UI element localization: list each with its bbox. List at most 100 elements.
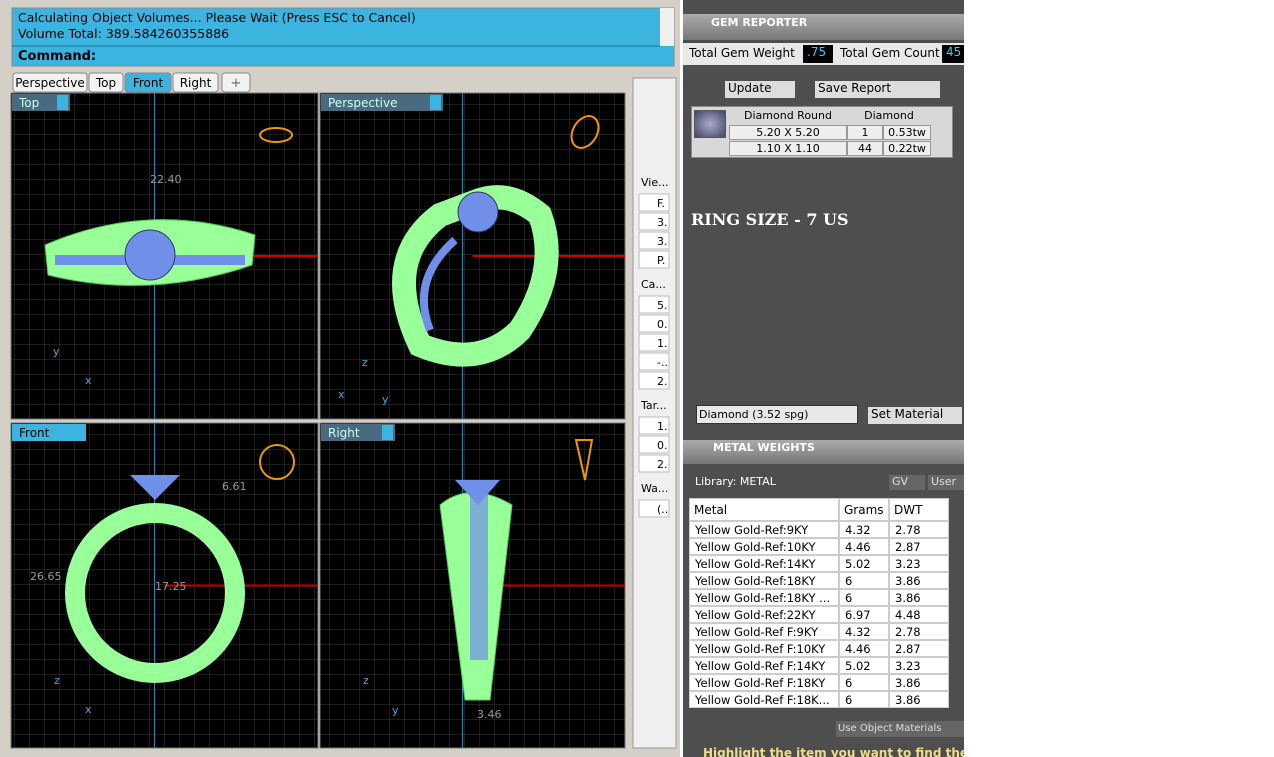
td[interactable]: 2.78 bbox=[889, 623, 949, 640]
td[interactable]: 4.46 bbox=[839, 640, 889, 657]
side-panel-value: 2. bbox=[657, 375, 668, 388]
button[interactable]: Update bbox=[725, 81, 795, 98]
td[interactable]: Yellow Gold-Ref F:18K... bbox=[689, 691, 839, 708]
view-tab[interactable] bbox=[88, 72, 124, 93]
annotation: 6.61 bbox=[222, 480, 247, 493]
view-tab-label: Right bbox=[180, 76, 212, 90]
side-panel-value: F. bbox=[657, 197, 665, 210]
td[interactable]: Yellow Gold-Ref:22KY bbox=[689, 606, 839, 623]
td[interactable]: 2.78 bbox=[889, 521, 949, 538]
td: 0.53tw bbox=[883, 125, 931, 140]
library: Library: METAL bbox=[695, 475, 776, 488]
button[interactable]: GV bbox=[889, 475, 925, 490]
side-panel-value: 3. bbox=[657, 235, 668, 248]
view-tab[interactable] bbox=[124, 72, 172, 93]
viewport-menu bbox=[382, 425, 393, 440]
td: 1 bbox=[847, 125, 883, 140]
side-panel-field bbox=[638, 499, 670, 518]
side-panel-value: P. bbox=[657, 254, 665, 267]
td[interactable]: 2.87 bbox=[889, 640, 949, 657]
td[interactable]: Yellow Gold-Ref F:18KY bbox=[689, 674, 839, 691]
cad-app: Calculating Object Volumes... Please Wai… bbox=[0, 0, 680, 757]
annotation: z bbox=[362, 356, 368, 369]
td[interactable]: 5.02 bbox=[839, 555, 889, 572]
viewport-label-bg bbox=[321, 424, 395, 441]
th: Grams bbox=[839, 498, 889, 521]
td[interactable]: 3.86 bbox=[889, 572, 949, 589]
side-panel-title: Ca... bbox=[641, 278, 666, 291]
thumb bbox=[570, 115, 600, 149]
annotation: y bbox=[382, 393, 389, 406]
viewport-label-bg bbox=[12, 424, 86, 441]
side-panel-value: 1. bbox=[657, 337, 668, 350]
td[interactable]: 6 bbox=[839, 589, 889, 606]
td[interactable]: 3.86 bbox=[889, 691, 949, 708]
th: Diamond bbox=[864, 109, 914, 122]
button[interactable]: User bbox=[928, 475, 964, 490]
annotation: x bbox=[85, 703, 92, 716]
total-count: 45 bbox=[942, 45, 964, 63]
stone bbox=[130, 475, 180, 500]
td[interactable]: Yellow Gold-Ref F:9KY bbox=[689, 623, 839, 640]
td[interactable]: 4.46 bbox=[839, 538, 889, 555]
annotation: z bbox=[54, 674, 60, 687]
side-panel-field bbox=[638, 371, 670, 390]
stone bbox=[455, 480, 500, 505]
annotation: y bbox=[53, 345, 60, 358]
annotation: 17.25 bbox=[155, 580, 187, 593]
td[interactable]: 6 bbox=[839, 572, 889, 589]
td: 0.22tw bbox=[883, 141, 931, 156]
hint: Highlight the item you want to find the … bbox=[703, 746, 964, 757]
checkbox-label[interactable]: Use Object Materials bbox=[836, 721, 964, 737]
side-panel-value: 1. bbox=[657, 420, 668, 433]
td[interactable]: Yellow Gold-Ref:18KY bbox=[689, 572, 839, 589]
td[interactable]: Yellow Gold-Ref F:10KY bbox=[689, 640, 839, 657]
view-tab[interactable] bbox=[172, 72, 219, 93]
td[interactable]: 3.23 bbox=[889, 555, 949, 572]
th: Metal bbox=[689, 498, 839, 521]
td[interactable]: 5.02 bbox=[839, 657, 889, 674]
td[interactable]: 6 bbox=[839, 691, 889, 708]
add-tab bbox=[221, 72, 251, 93]
td[interactable]: Yellow Gold-Ref:10KY bbox=[689, 538, 839, 555]
stone bbox=[124, 229, 176, 281]
td[interactable]: 4.32 bbox=[839, 623, 889, 640]
side-panel-field bbox=[638, 314, 670, 333]
td[interactable]: Yellow Gold-Ref:14KY bbox=[689, 555, 839, 572]
pave bbox=[470, 490, 488, 660]
add-tab-icon: + bbox=[231, 76, 242, 91]
side-panel-value: 2. bbox=[657, 458, 668, 471]
td[interactable]: 3.86 bbox=[889, 674, 949, 691]
button[interactable]: Save Report bbox=[815, 81, 940, 98]
annotation: x bbox=[338, 388, 345, 401]
gem-icon bbox=[694, 110, 726, 138]
side-panel-value: (.. bbox=[657, 503, 668, 516]
viewport-label: Top bbox=[18, 96, 39, 110]
command-line: Volume Total: 389.584260355886 bbox=[18, 26, 229, 41]
td[interactable]: 2.87 bbox=[889, 538, 949, 555]
thumb bbox=[259, 127, 293, 143]
td[interactable]: 4.48 bbox=[889, 606, 949, 623]
td[interactable]: 3.86 bbox=[889, 589, 949, 606]
view-tab-label: Top bbox=[95, 76, 116, 90]
td[interactable]: Yellow Gold-Ref F:14KY bbox=[689, 657, 839, 674]
td[interactable]: 3.23 bbox=[889, 657, 949, 674]
viewport-label: Front bbox=[19, 426, 50, 440]
stone bbox=[457, 191, 499, 233]
viewport-menu bbox=[57, 95, 68, 110]
view-tab[interactable] bbox=[12, 72, 88, 93]
button[interactable]: Set Material bbox=[868, 407, 962, 424]
td[interactable]: 6.97 bbox=[839, 606, 889, 623]
view-tab-label: Front bbox=[133, 76, 164, 90]
material-select[interactable]: Diamond (3.52 spg) bbox=[696, 405, 858, 424]
command-line: Calculating Object Volumes... Please Wai… bbox=[18, 10, 416, 25]
td[interactable]: 4.32 bbox=[839, 521, 889, 538]
td: 1.10 X 1.10 bbox=[729, 141, 847, 156]
td[interactable]: Yellow Gold-Ref:9KY bbox=[689, 521, 839, 538]
td[interactable]: Yellow Gold-Ref:18KY ... bbox=[689, 589, 839, 606]
td[interactable]: 6 bbox=[839, 674, 889, 691]
viewport-label-bg bbox=[12, 94, 70, 111]
thumb bbox=[259, 444, 295, 480]
ring bbox=[392, 185, 559, 367]
